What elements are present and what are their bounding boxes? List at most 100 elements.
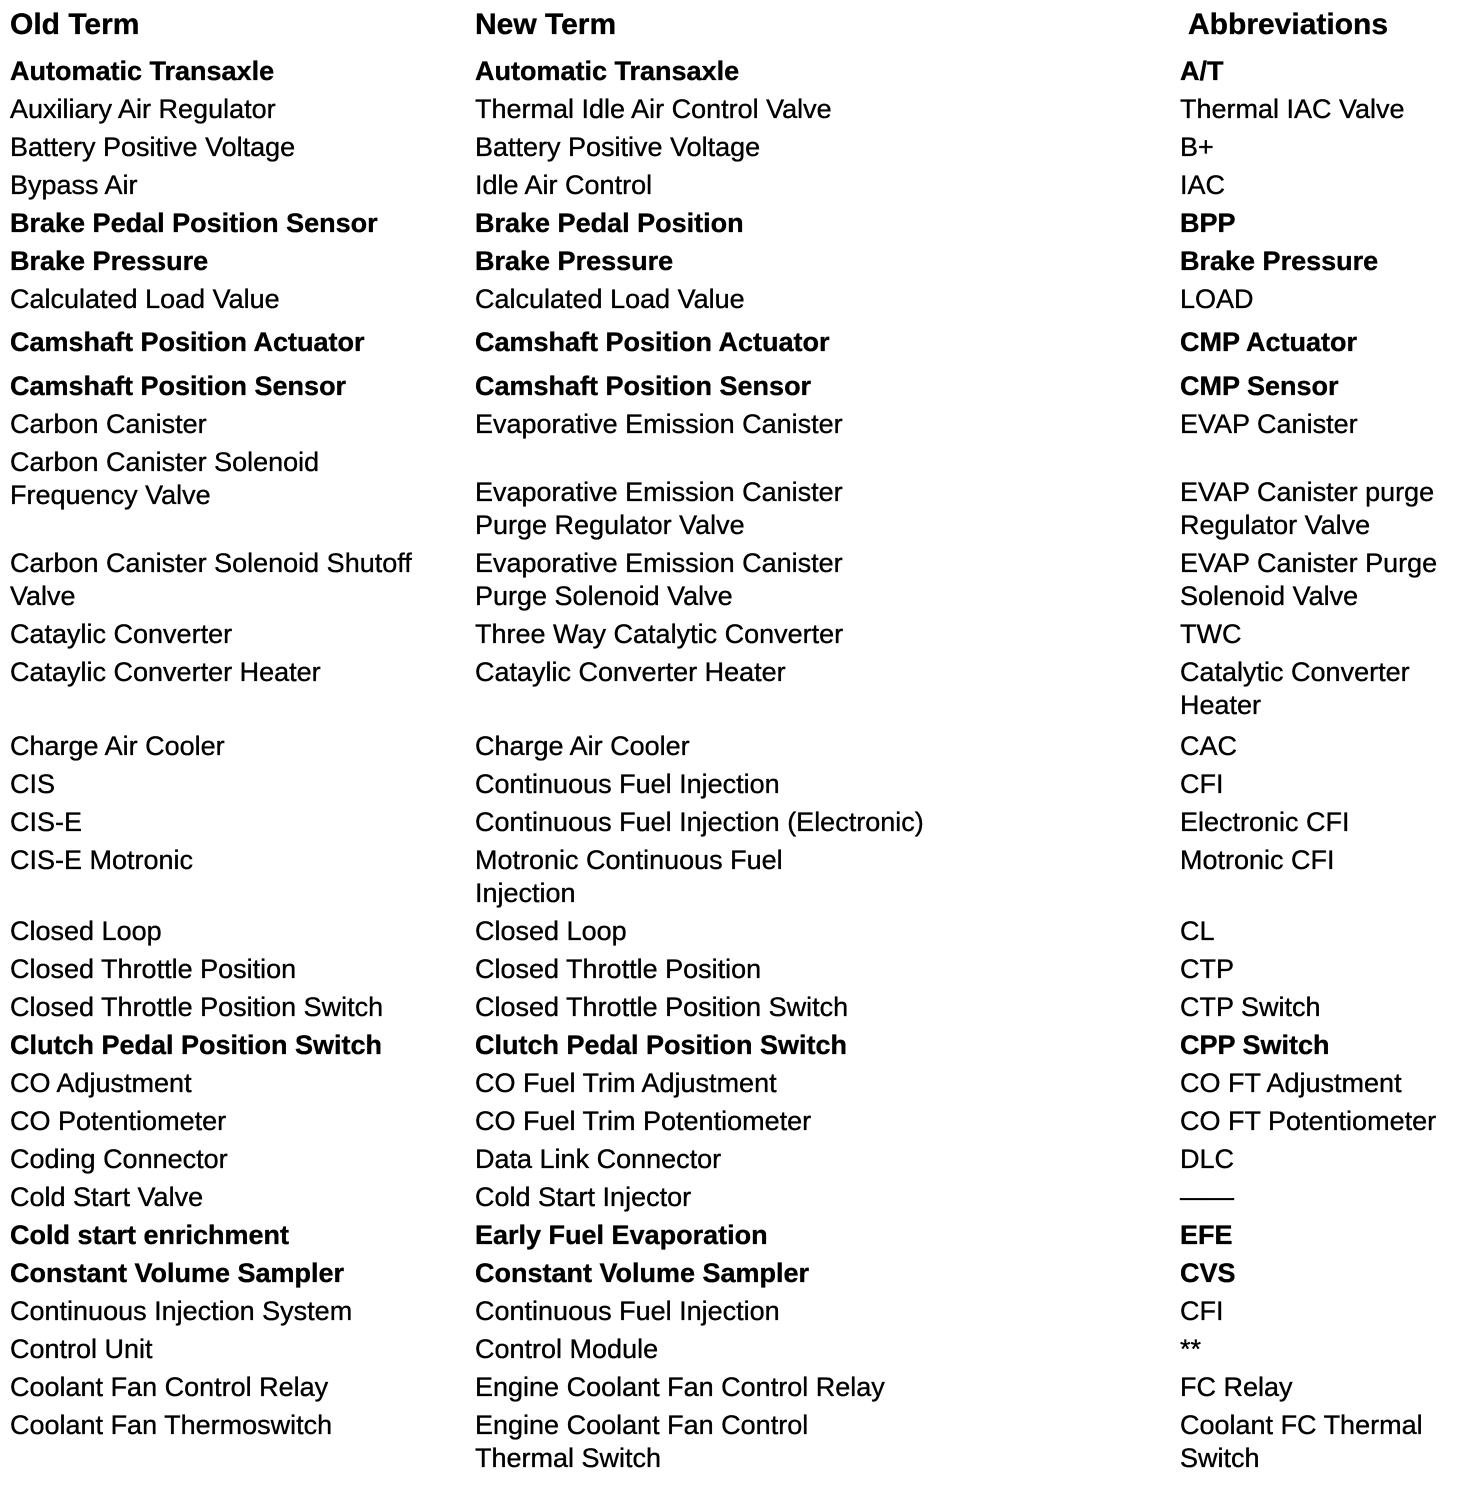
text-line: CO FT Adjustment: [1180, 1068, 1402, 1098]
term-row: Brake Pedal Position Sensor Brake Pedal …: [10, 207, 1472, 240]
text-line: B+: [1180, 132, 1214, 162]
text-line: Cold Start Valve: [10, 1182, 204, 1212]
term-row: Calculated Load Value Calculated Load Va…: [10, 283, 1472, 316]
term-row: Bypass Air Idle Air Control IAC: [10, 169, 1472, 202]
new-term-cell: Clutch Pedal Position Switch: [475, 1029, 1180, 1062]
term-row: CIS-E Continuous Fuel Injection (Electro…: [10, 806, 1472, 839]
text-line: Automatic Transaxle: [10, 56, 275, 86]
text-line: Continuous Fuel Injection (Electronic): [475, 807, 924, 837]
new-term-cell: Data Link Connector: [475, 1143, 1180, 1176]
text-line: Thermal IAC Valve: [1180, 94, 1405, 124]
new-term-cell: Closed Throttle Position: [475, 953, 1180, 986]
text-line: Data Link Connector: [475, 1144, 722, 1174]
new-term-cell: Evaporative Emission Canister Purge Solen…: [475, 547, 1180, 613]
term-row: CIS Continuous Fuel Injection CFI: [10, 768, 1472, 801]
text-line: Camshaft Position Actuator: [10, 327, 365, 357]
text-line: CO Fuel Trim Adjustment: [475, 1068, 777, 1098]
term-row: Carbon Canister Evaporative Emission Can…: [10, 408, 1472, 441]
old-term-cell: CO Adjustment: [10, 1067, 475, 1100]
text-line: Coolant FC Thermal: [1180, 1410, 1423, 1440]
new-term-cell: Battery Positive Voltage: [475, 131, 1180, 164]
abbreviation-cell: IAC: [1180, 169, 1468, 202]
text-line: Cold Start Injector: [475, 1182, 692, 1212]
new-term-cell: Continuous Fuel Injection: [475, 1295, 1180, 1328]
text-line: Control Module: [475, 1334, 659, 1364]
new-term-cell: Automatic Transaxle: [475, 55, 1180, 88]
old-term-cell: Charge Air Cooler: [10, 730, 475, 763]
new-term-cell: Engine Coolant Fan Control Relay: [475, 1371, 1180, 1404]
old-term-cell: Closed Loop: [10, 915, 475, 948]
text-line: FC Relay: [1180, 1372, 1293, 1402]
text-line: Closed Throttle Position: [10, 954, 297, 984]
old-term-cell: Cold Start Valve: [10, 1181, 475, 1214]
old-term-cell: CO Potentiometer: [10, 1105, 475, 1138]
term-row: Cataylic Converter Heater Cataylic Conve…: [10, 656, 1472, 722]
old-term-cell: Calculated Load Value: [10, 283, 475, 316]
text-line: EVAP Canister purge: [1180, 477, 1435, 507]
abbreviation-cell: CMP Sensor: [1180, 370, 1468, 403]
new-term-cell: Brake Pedal Position: [475, 207, 1180, 240]
new-term-cell: Evaporative Emission Canister: [475, 408, 1180, 441]
text-line: Constant Volume Sampler: [475, 1258, 810, 1288]
text-line: Three Way Catalytic Converter: [475, 619, 844, 649]
text-line: Engine Coolant Fan Control: [475, 1410, 809, 1440]
text-line: Brake Pedal Position Sensor: [10, 208, 378, 238]
new-term-cell: Thermal Idle Air Control Valve: [475, 93, 1180, 126]
new-term-cell: Continuous Fuel Injection (Electronic): [475, 806, 1180, 839]
old-term-cell: Bypass Air: [10, 169, 475, 202]
abbreviation-cell: LOAD: [1180, 283, 1468, 316]
text-line: Purge Regulator Valve: [475, 510, 745, 540]
term-row: Coolant Fan Thermoswitch Engine Coolant …: [10, 1409, 1472, 1475]
text-line: **: [1180, 1334, 1202, 1364]
text-line: Battery Positive Voltage: [475, 132, 761, 162]
new-term-cell: Early Fuel Evaporation: [475, 1219, 1180, 1252]
text-line: Thermal Idle Air Control Valve: [475, 94, 832, 124]
text-line: Battery Positive Voltage: [10, 132, 296, 162]
new-term-cell: Evaporative Emission Canister Purge Regul…: [475, 446, 1180, 542]
text-line: Evaporative Emission Canister: [475, 409, 843, 439]
old-term-cell: Cataylic Converter Heater: [10, 656, 475, 722]
abbreviation-cell: TWC: [1180, 618, 1468, 651]
old-term-cell: Clutch Pedal Position Switch: [10, 1029, 475, 1062]
old-term-cell: Camshaft Position Actuator: [10, 326, 475, 359]
new-term-cell: Camshaft Position Sensor: [475, 370, 1180, 403]
abbreviation-cell: CVS: [1180, 1257, 1468, 1290]
term-row: Control Unit Control Module **: [10, 1333, 1472, 1366]
text-line: Cataylic Converter Heater: [10, 657, 321, 687]
old-term-cell: Control Unit: [10, 1333, 475, 1366]
text-line: Coolant Fan Control Relay: [10, 1372, 329, 1402]
text-line: Calculated Load Value: [10, 284, 280, 314]
text-line: CMP Sensor: [1180, 371, 1339, 401]
text-line: CTP Switch: [1180, 992, 1321, 1022]
term-row: CO Adjustment CO Fuel Trim Adjustment CO…: [10, 1067, 1472, 1100]
old-term-cell: CIS: [10, 768, 475, 801]
abbreviation-cell: A/T: [1180, 55, 1468, 88]
text-line: Motronic Continuous Fuel: [475, 845, 783, 875]
abbreviation-cell: CL: [1180, 915, 1468, 948]
term-row: Camshaft Position Actuator Camshaft Posi…: [10, 326, 1472, 359]
text-line: CO Potentiometer: [10, 1106, 227, 1136]
text-line: CFI: [1180, 769, 1224, 799]
new-term-cell: CO Fuel Trim Adjustment: [475, 1067, 1180, 1100]
text-line: Closed Throttle Position Switch: [10, 992, 384, 1022]
text-line: Engine Coolant Fan Control Relay: [475, 1372, 885, 1402]
term-row: CO Potentiometer CO Fuel Trim Potentiome…: [10, 1105, 1472, 1138]
term-row: Brake Pressure Brake Pressure Brake Pres…: [10, 245, 1472, 278]
abbreviation-cell: EFE: [1180, 1219, 1468, 1252]
text-line: LOAD: [1180, 284, 1254, 314]
table-body: Automatic Transaxle Automatic Transaxle …: [10, 55, 1472, 1475]
text-line: CTP: [1180, 954, 1234, 984]
text-line: Brake Pedal Position: [475, 208, 744, 238]
text-line: CAC: [1180, 731, 1238, 761]
abbreviation-cell: CTP: [1180, 953, 1468, 986]
text-line: Carbon Canister Solenoid: [10, 447, 320, 477]
text-line: CIS-E Motronic: [10, 845, 194, 875]
new-term-cell: Engine Coolant Fan Control Thermal Switch: [475, 1409, 1180, 1475]
text-line: Cataylic Converter: [10, 619, 233, 649]
term-row: Cold start enrichment Early Fuel Evapora…: [10, 1219, 1472, 1252]
text-line: DLC: [1180, 1144, 1235, 1174]
text-line: Solenoid Valve: [1180, 581, 1359, 611]
abbreviation-cell: CTP Switch: [1180, 991, 1468, 1024]
abbreviation-cell: CO FT Adjustment: [1180, 1067, 1468, 1100]
terminology-conversion-table: Old Term New Term Abbreviations Automati…: [10, 8, 1472, 1475]
